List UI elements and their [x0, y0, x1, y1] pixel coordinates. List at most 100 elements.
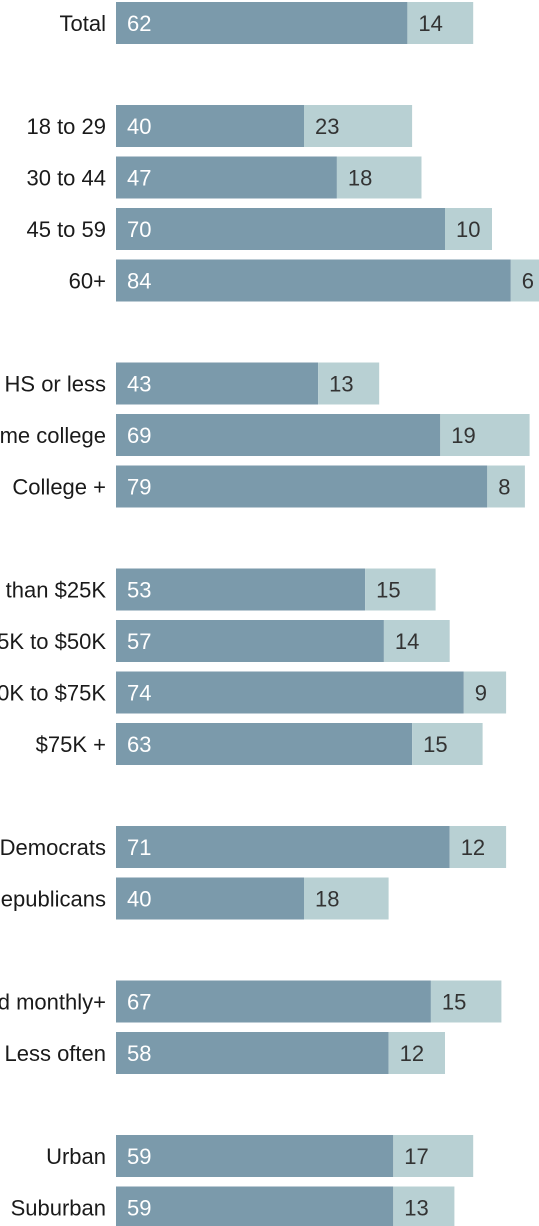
- bar-secondary: [383, 620, 450, 662]
- primary-value-label: 59: [127, 1196, 151, 1221]
- bar-secondary: [407, 2, 474, 44]
- bar-secondary: [463, 671, 507, 714]
- category-label: Attend monthly+: [0, 990, 106, 1015]
- secondary-value-label: 12: [400, 1041, 424, 1066]
- primary-value-label: 63: [127, 732, 151, 757]
- bar-secondary: [449, 826, 507, 868]
- secondary-value-label: 23: [315, 114, 339, 139]
- bar-group: Less than $25K 53 15 $25K to $50K 57 14 $50K t…: [0, 568, 507, 765]
- secondary-value-label: 19: [451, 423, 475, 448]
- bar-row: $50K to $75K 74 9: [0, 671, 507, 714]
- category-label: Suburban: [11, 1196, 106, 1221]
- secondary-value-label: 12: [461, 835, 485, 860]
- secondary-value-label: 18: [315, 887, 339, 912]
- secondary-value-label: 15: [376, 578, 400, 603]
- bar-secondary: [440, 414, 530, 456]
- bar-row: 30 to 44 47 18: [26, 156, 422, 199]
- bar-primary: [116, 362, 319, 405]
- bar-primary: [116, 1186, 394, 1226]
- bar-row: Urban 59 17: [46, 1135, 474, 1177]
- bar-primary: [116, 465, 488, 508]
- bar-primary: [116, 208, 445, 250]
- bar-secondary: [445, 208, 492, 250]
- primary-value-label: 47: [127, 166, 151, 191]
- bar-row: 60+ 84 6: [69, 259, 539, 302]
- bar-row: Less often 58 12: [4, 1032, 445, 1074]
- primary-value-label: 70: [127, 217, 151, 242]
- secondary-value-label: 18: [348, 166, 372, 191]
- bar-row: Republicans 40 18: [0, 877, 389, 920]
- primary-value-label: 59: [127, 1144, 151, 1169]
- bar-row: College + 79 8: [12, 465, 525, 508]
- secondary-value-label: 14: [418, 11, 442, 36]
- secondary-value-label: 13: [404, 1196, 428, 1221]
- bar-primary: [116, 877, 304, 920]
- bar-group: Democrats 71 12 Republicans 40 18: [0, 826, 507, 920]
- bar-row: Suburban 59 13: [11, 1186, 455, 1226]
- primary-value-label: 40: [127, 114, 151, 139]
- bar-secondary: [430, 980, 502, 1023]
- primary-value-label: 69: [127, 423, 151, 448]
- bar-group: Attend monthly+ 67 15 Less often 58 12: [0, 980, 502, 1074]
- bar-secondary: [487, 465, 525, 508]
- bar-group: Urban 59 17 Suburban 59 13: [11, 1135, 474, 1226]
- bar-row: 45 to 59 70 10: [26, 208, 492, 250]
- secondary-value-label: 17: [404, 1144, 428, 1169]
- secondary-value-label: 14: [395, 629, 419, 654]
- secondary-value-label: 13: [329, 372, 353, 397]
- bar-primary: [116, 105, 304, 147]
- primary-value-label: 40: [127, 887, 151, 912]
- category-label: $75K +: [36, 732, 106, 757]
- category-label: 45 to 59: [26, 217, 106, 242]
- bar-row: 18 to 29 40 23: [26, 105, 413, 147]
- primary-value-label: 62: [127, 11, 151, 36]
- bar-row: Less than $25K 53 15: [0, 568, 436, 611]
- primary-value-label: 79: [127, 475, 151, 500]
- bar-primary: [116, 568, 366, 611]
- bar-primary: [116, 723, 413, 765]
- bar-secondary: [393, 1186, 455, 1226]
- primary-value-label: 53: [127, 578, 151, 603]
- secondary-value-label: 15: [442, 990, 466, 1015]
- bar-primary: [116, 671, 464, 714]
- bar-primary: [116, 980, 431, 1023]
- category-label: $50K to $75K: [0, 681, 106, 706]
- bar-row: $25K to $50K 57 14: [0, 620, 450, 662]
- category-label: Less than $25K: [0, 578, 106, 603]
- category-label: HS or less: [5, 372, 106, 397]
- bar-secondary: [510, 259, 539, 302]
- bar-primary: [116, 414, 441, 456]
- category-label: Some college: [0, 423, 106, 448]
- primary-value-label: 84: [127, 269, 151, 294]
- bar-row: HS or less 43 13: [5, 362, 380, 405]
- primary-value-label: 58: [127, 1041, 151, 1066]
- bar-row: Attend monthly+ 67 15: [0, 980, 502, 1023]
- category-label: Urban: [46, 1144, 106, 1169]
- bar-group: HS or less 43 13 Some college 69 19 College + 7…: [0, 362, 530, 508]
- primary-value-label: 43: [127, 372, 151, 397]
- secondary-value-label: 9: [475, 681, 487, 706]
- bar-secondary: [336, 156, 422, 199]
- bar-primary: [116, 156, 337, 199]
- category-label: $25K to $50K: [0, 629, 106, 654]
- category-label: 18 to 29: [26, 114, 106, 139]
- secondary-value-label: 8: [498, 475, 510, 500]
- bar-secondary: [318, 362, 380, 405]
- secondary-value-label: 6: [522, 269, 534, 294]
- bar-group: Total 62 14: [60, 2, 474, 44]
- category-label: 30 to 44: [26, 166, 106, 191]
- bar-secondary: [304, 877, 389, 920]
- bar-secondary: [304, 105, 413, 147]
- bar-row: Some college 69 19: [0, 414, 530, 456]
- primary-value-label: 71: [127, 835, 151, 860]
- category-label: Republicans: [0, 887, 106, 912]
- bar-row: $75K + 63 15: [36, 723, 483, 765]
- bar-primary: [116, 259, 511, 302]
- bar-primary: [116, 620, 384, 662]
- bar-primary: [116, 1032, 389, 1074]
- category-label: Less often: [4, 1041, 106, 1066]
- bar-primary: [116, 2, 408, 44]
- bar-row: Democrats 71 12: [0, 826, 507, 868]
- bar-row: Total 62 14: [60, 2, 474, 44]
